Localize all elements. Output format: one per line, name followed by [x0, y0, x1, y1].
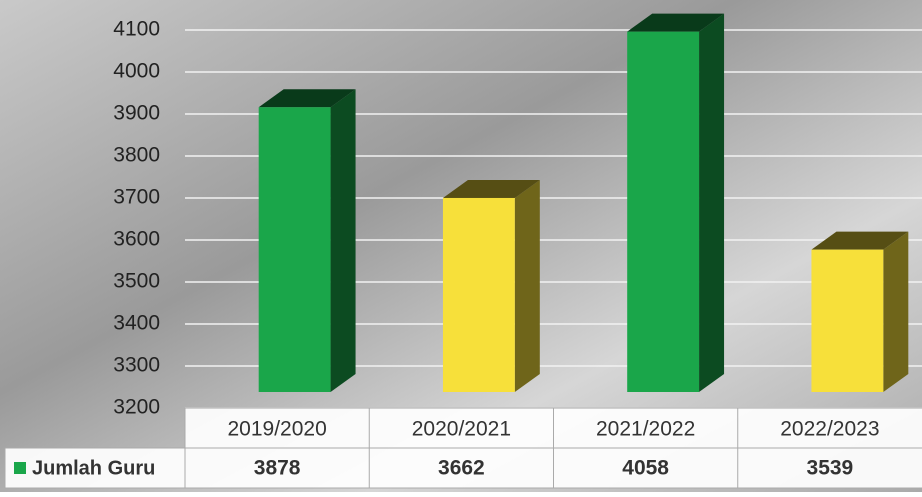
bar-top: [627, 13, 725, 32]
bar: [442, 197, 515, 392]
bar-side: [699, 13, 725, 392]
bar-side: [883, 231, 909, 392]
y-tick-label: 3700: [113, 186, 160, 209]
table-value: 4058: [622, 457, 669, 480]
y-tick-label: 3500: [113, 270, 160, 293]
table-value: 3878: [254, 457, 301, 480]
bar-top: [442, 179, 540, 198]
x-tick-label: 2020/2021: [412, 418, 511, 441]
bar: [627, 31, 700, 392]
legend-swatch: [14, 462, 26, 474]
y-tick-label: 3400: [113, 312, 160, 335]
bar-side: [330, 89, 356, 393]
y-tick-label: 4100: [113, 18, 160, 41]
y-tick-label: 3900: [113, 102, 160, 125]
bar-top: [811, 231, 909, 250]
bar: [258, 107, 331, 393]
legend-cell: [5, 448, 185, 488]
legend-label: Jumlah Guru: [32, 457, 155, 479]
y-tick-label: 3300: [113, 354, 160, 377]
bar: [811, 249, 884, 392]
x-tick-label: 2022/2023: [780, 418, 879, 441]
y-tick-label: 3200: [113, 396, 160, 419]
x-tick-label: 2021/2022: [596, 418, 695, 441]
y-tick-label: 4000: [113, 60, 160, 83]
y-tick-label: 3600: [113, 228, 160, 251]
x-tick-label: 2019/2020: [227, 418, 326, 441]
table-value: 3539: [807, 457, 854, 480]
bar-side: [514, 179, 540, 392]
bar-top: [258, 89, 356, 108]
y-tick-label: 3800: [113, 144, 160, 167]
table-value: 3662: [438, 457, 485, 480]
